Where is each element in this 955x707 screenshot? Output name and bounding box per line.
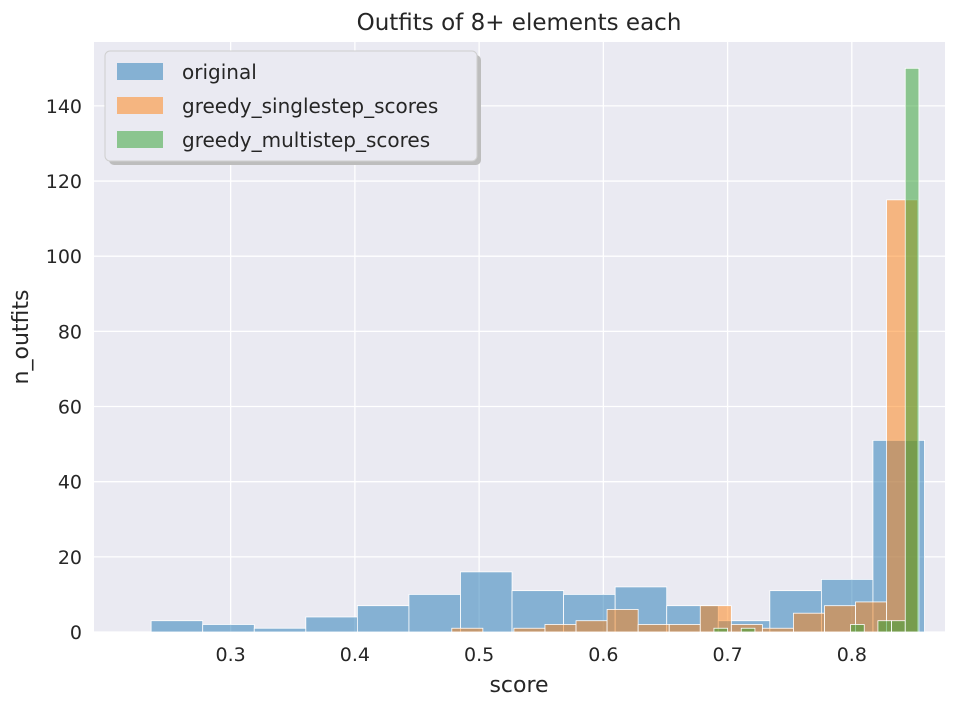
legend-box — [104, 50, 478, 162]
legend-label-greedy-multistep: greedy_multistep_scores — [182, 128, 430, 152]
original-bar — [253, 627, 307, 633]
y-tick-label: 100 — [46, 246, 82, 268]
greedy-multistep-bar — [877, 620, 892, 633]
chart-title: Outfits of 8+ elements each — [357, 10, 682, 36]
legend-swatch-original — [117, 63, 163, 80]
greedy-singlestep-bar — [575, 620, 608, 633]
greedy-singlestep-bar — [668, 624, 701, 633]
greedy-multistep-bar — [904, 67, 920, 633]
y-tick-label: 40 — [58, 472, 82, 494]
original-bar — [408, 594, 461, 633]
x-tick-label: 0.6 — [588, 644, 618, 666]
greedy-singlestep-bar — [544, 624, 577, 633]
histogram-bars — [150, 67, 925, 633]
greedy-singlestep-bar — [793, 612, 825, 633]
greedy-multistep-bar — [713, 627, 728, 633]
legend: original greedy_singlestep_scores greedy… — [104, 50, 481, 165]
y-tick-label: 140 — [46, 96, 82, 118]
x-tick-label: 0.3 — [216, 644, 246, 666]
y-axis-label: n_outfits — [9, 290, 34, 385]
original-bar — [356, 605, 410, 633]
greedy-multistep-bar — [850, 624, 865, 633]
original-bar — [150, 620, 204, 633]
series-greedy-multistep — [713, 67, 920, 633]
legend-label-original: original — [182, 60, 257, 84]
greedy-singlestep-bar — [637, 624, 670, 633]
y-tick-label: 60 — [58, 397, 82, 419]
x-tick-label: 0.4 — [340, 644, 370, 666]
y-tick-label: 20 — [58, 547, 82, 569]
greedy-multistep-bar — [740, 627, 756, 633]
original-bar — [305, 616, 358, 633]
original-bar — [460, 571, 513, 633]
legend-label-greedy-singlestep: greedy_singlestep_scores — [182, 94, 438, 118]
y-tick-label: 80 — [58, 321, 82, 343]
legend-swatch-greedy-singlestep — [117, 97, 163, 114]
greedy-singlestep-bar — [513, 627, 546, 633]
y-tick-label: 0 — [70, 622, 82, 644]
greedy-singlestep-bar — [761, 627, 794, 633]
y-tick-label: 120 — [46, 171, 82, 193]
x-axis-label: score — [489, 673, 548, 698]
x-tick-label: 0.7 — [712, 644, 742, 666]
original-bar — [202, 624, 255, 633]
greedy-singlestep-bar — [606, 609, 639, 633]
tick-labels: 0.3 0.4 0.5 0.6 0.7 0.8 0 20 40 60 80 100 120 140 — [46, 96, 867, 666]
greedy-singlestep-bar — [699, 605, 732, 633]
legend-swatch-greedy-multistep — [117, 131, 163, 148]
x-tick-label: 0.8 — [837, 644, 867, 666]
x-tick-label: 0.5 — [464, 644, 494, 666]
greedy-multistep-bar — [891, 620, 906, 633]
greedy-singlestep-bar — [451, 627, 484, 633]
